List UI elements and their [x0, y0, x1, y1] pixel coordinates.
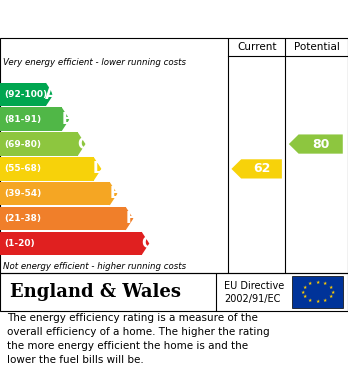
- Text: Current: Current: [237, 42, 276, 52]
- Text: EU Directive: EU Directive: [224, 281, 285, 291]
- Text: (21-38): (21-38): [4, 214, 41, 223]
- Text: ★: ★: [329, 294, 333, 299]
- Text: F: F: [126, 211, 136, 226]
- Text: 62: 62: [253, 162, 270, 176]
- Text: (39-54): (39-54): [4, 189, 41, 198]
- Text: ★: ★: [302, 294, 307, 299]
- Bar: [0, 182, 110, 205]
- Text: (69-80): (69-80): [4, 140, 41, 149]
- Text: Not energy efficient - higher running costs: Not energy efficient - higher running co…: [3, 262, 187, 271]
- Text: Very energy efficient - lower running costs: Very energy efficient - lower running co…: [3, 58, 187, 67]
- Text: ★: ★: [315, 299, 320, 304]
- Text: ★: ★: [323, 281, 327, 286]
- Bar: [0, 232, 142, 255]
- Text: The energy efficiency rating is a measure of the
overall efficiency of a home. T: The energy efficiency rating is a measur…: [7, 314, 270, 366]
- Text: ★: ★: [308, 298, 312, 303]
- Text: B: B: [61, 112, 73, 127]
- Text: G: G: [141, 236, 153, 251]
- Text: C: C: [78, 136, 89, 152]
- Polygon shape: [142, 232, 149, 255]
- Text: ★: ★: [308, 281, 312, 286]
- Polygon shape: [289, 135, 343, 154]
- Text: ★: ★: [323, 298, 327, 303]
- Text: E: E: [110, 186, 120, 201]
- Polygon shape: [231, 159, 282, 179]
- Text: ★: ★: [315, 280, 320, 285]
- Bar: [0, 132, 78, 156]
- Text: England & Wales: England & Wales: [10, 283, 181, 301]
- Text: ★: ★: [302, 285, 307, 290]
- Text: Potential: Potential: [294, 42, 340, 52]
- Text: (1-20): (1-20): [4, 239, 35, 248]
- Text: ★: ★: [331, 289, 335, 294]
- Polygon shape: [94, 157, 101, 181]
- Polygon shape: [62, 108, 70, 131]
- Bar: [292, 276, 343, 308]
- Bar: [0, 108, 62, 131]
- Text: 80: 80: [312, 138, 329, 151]
- Bar: [0, 157, 94, 181]
- Text: (81-91): (81-91): [4, 115, 41, 124]
- Polygon shape: [46, 83, 54, 106]
- Polygon shape: [78, 132, 86, 156]
- Bar: [0, 207, 126, 230]
- Polygon shape: [110, 182, 117, 205]
- Text: ★: ★: [300, 289, 304, 294]
- Text: ★: ★: [329, 285, 333, 290]
- Polygon shape: [126, 207, 133, 230]
- Text: D: D: [93, 161, 105, 176]
- Text: (55-68): (55-68): [4, 164, 41, 173]
- Text: A: A: [45, 87, 57, 102]
- Text: 2002/91/EC: 2002/91/EC: [224, 294, 281, 304]
- Text: Energy Efficiency Rating: Energy Efficiency Rating: [10, 10, 239, 28]
- Bar: [0, 83, 46, 106]
- Text: (92-100): (92-100): [4, 90, 47, 99]
